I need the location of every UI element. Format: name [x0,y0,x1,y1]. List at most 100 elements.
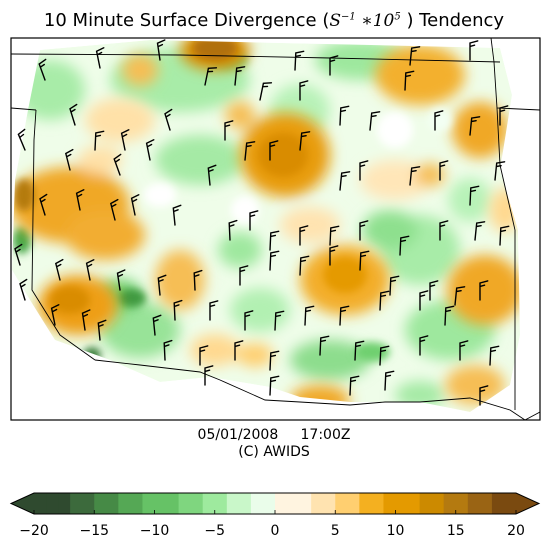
wind-barb [439,220,449,241]
colorbar-cell [166,493,180,514]
wind-barb [164,108,173,131]
wind-barb [69,103,78,126]
wind-barb [409,166,421,186]
wind-barb [499,105,509,126]
valid-date: 05/01/2008 [197,427,279,443]
wind-barb [379,290,390,311]
wind-barb [299,225,309,246]
wind-barb [97,319,107,341]
wind-barb [354,340,365,361]
colorbar-cell [262,493,276,514]
wind-barb [157,274,167,296]
wind-barb [479,385,489,406]
title-math: S−1 ∗105 [329,11,400,31]
wind-barb [329,55,339,76]
wind-barb [249,210,259,231]
wind-barb [359,250,370,271]
wind-barb [54,258,64,281]
wind-barb [299,131,311,151]
colorbar-cell [431,493,445,514]
no-data-mask [11,38,540,420]
wind-barb [339,171,351,191]
colorbar-cell [202,493,216,514]
colorbar-cell [178,493,192,514]
colorbar-cell [58,493,71,514]
colorbar-cell [455,493,469,514]
wind-barb [85,259,95,281]
colorbar-cell [443,493,457,514]
wind-barb [274,310,285,331]
colorbar-cell [250,493,264,514]
wind-barb [113,153,122,176]
colorbar-cell [491,493,505,514]
wind-barb [94,130,105,151]
wind-barb [304,305,315,326]
colorbar-cell [347,493,360,514]
wind-barb [489,345,500,366]
wind-barb [244,141,256,161]
wind-barb [329,245,339,266]
wind-barb [299,80,309,101]
wind-barb [14,243,23,266]
wind-barb [173,299,183,321]
valid-hour: 17:00Z [300,427,351,443]
wind-barb [269,140,279,161]
wind-barb [399,235,410,256]
wind-barb [19,278,28,301]
title-math-mid: ∗10 [355,11,395,31]
wind-barb [384,370,395,391]
colorbar-cell [299,493,312,514]
wind-barb [130,194,140,216]
wind-barb [209,300,219,321]
state-boundaries [11,38,540,420]
wind-barb [454,286,466,306]
wind-barb [444,305,455,326]
wind-barb [469,116,481,136]
colorbar-cell [359,493,372,514]
wind-barb [120,129,130,151]
wind-barb [404,70,415,91]
colorbar-cell [335,493,348,514]
map-title: 10 Minute Surface Divergence (S−1 ∗105 )… [0,10,548,31]
colorbar-cell [214,493,228,514]
colorbar-cell [323,493,336,514]
wind-barb [81,309,91,331]
wind-barb [145,139,155,161]
wind-barb [156,39,166,61]
colorbar-cell [154,493,168,514]
valid-time: 05/01/2008 17:00Z [0,427,548,444]
wind-barb [389,275,400,296]
colorbar-cell [287,493,300,514]
colorbar-cell [311,493,324,514]
wind-barb [469,40,479,61]
title-math-ten-exp: 5 [394,11,401,23]
wind-barb [234,66,246,86]
colorbar-cell [190,493,204,514]
colorbar-cells [9,492,541,515]
wind-barb [269,375,280,396]
wind-barb [172,204,182,226]
wind-barb [228,219,238,241]
credit-label: (C) AWIDS [238,444,310,460]
colorbar-cell [467,493,481,514]
wind-barb [95,47,105,69]
wind-barb [239,265,249,286]
colorbar-tick-label: 10 [387,523,405,539]
wind-barb [244,310,254,331]
wind-barb [439,160,449,181]
wind-barb [474,221,486,241]
colorbar-cell [46,493,59,514]
wind-barb [163,339,173,361]
title-prefix: 10 Minute Surface Divergence ( [43,10,330,31]
wind-barb [38,58,47,81]
wind-barb [349,375,360,396]
colorbar-cell [118,493,131,514]
colorbar-cell [130,493,144,514]
colorbar-cell [94,493,107,514]
wind-barb [359,160,369,181]
wind-barb [469,185,480,206]
colorbar-tick-label: 20 [507,523,525,539]
wind-barb [499,225,510,246]
